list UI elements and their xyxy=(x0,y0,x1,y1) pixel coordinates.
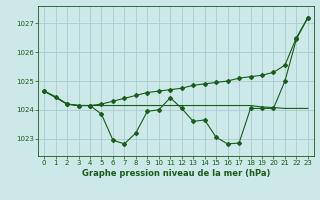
X-axis label: Graphe pression niveau de la mer (hPa): Graphe pression niveau de la mer (hPa) xyxy=(82,169,270,178)
